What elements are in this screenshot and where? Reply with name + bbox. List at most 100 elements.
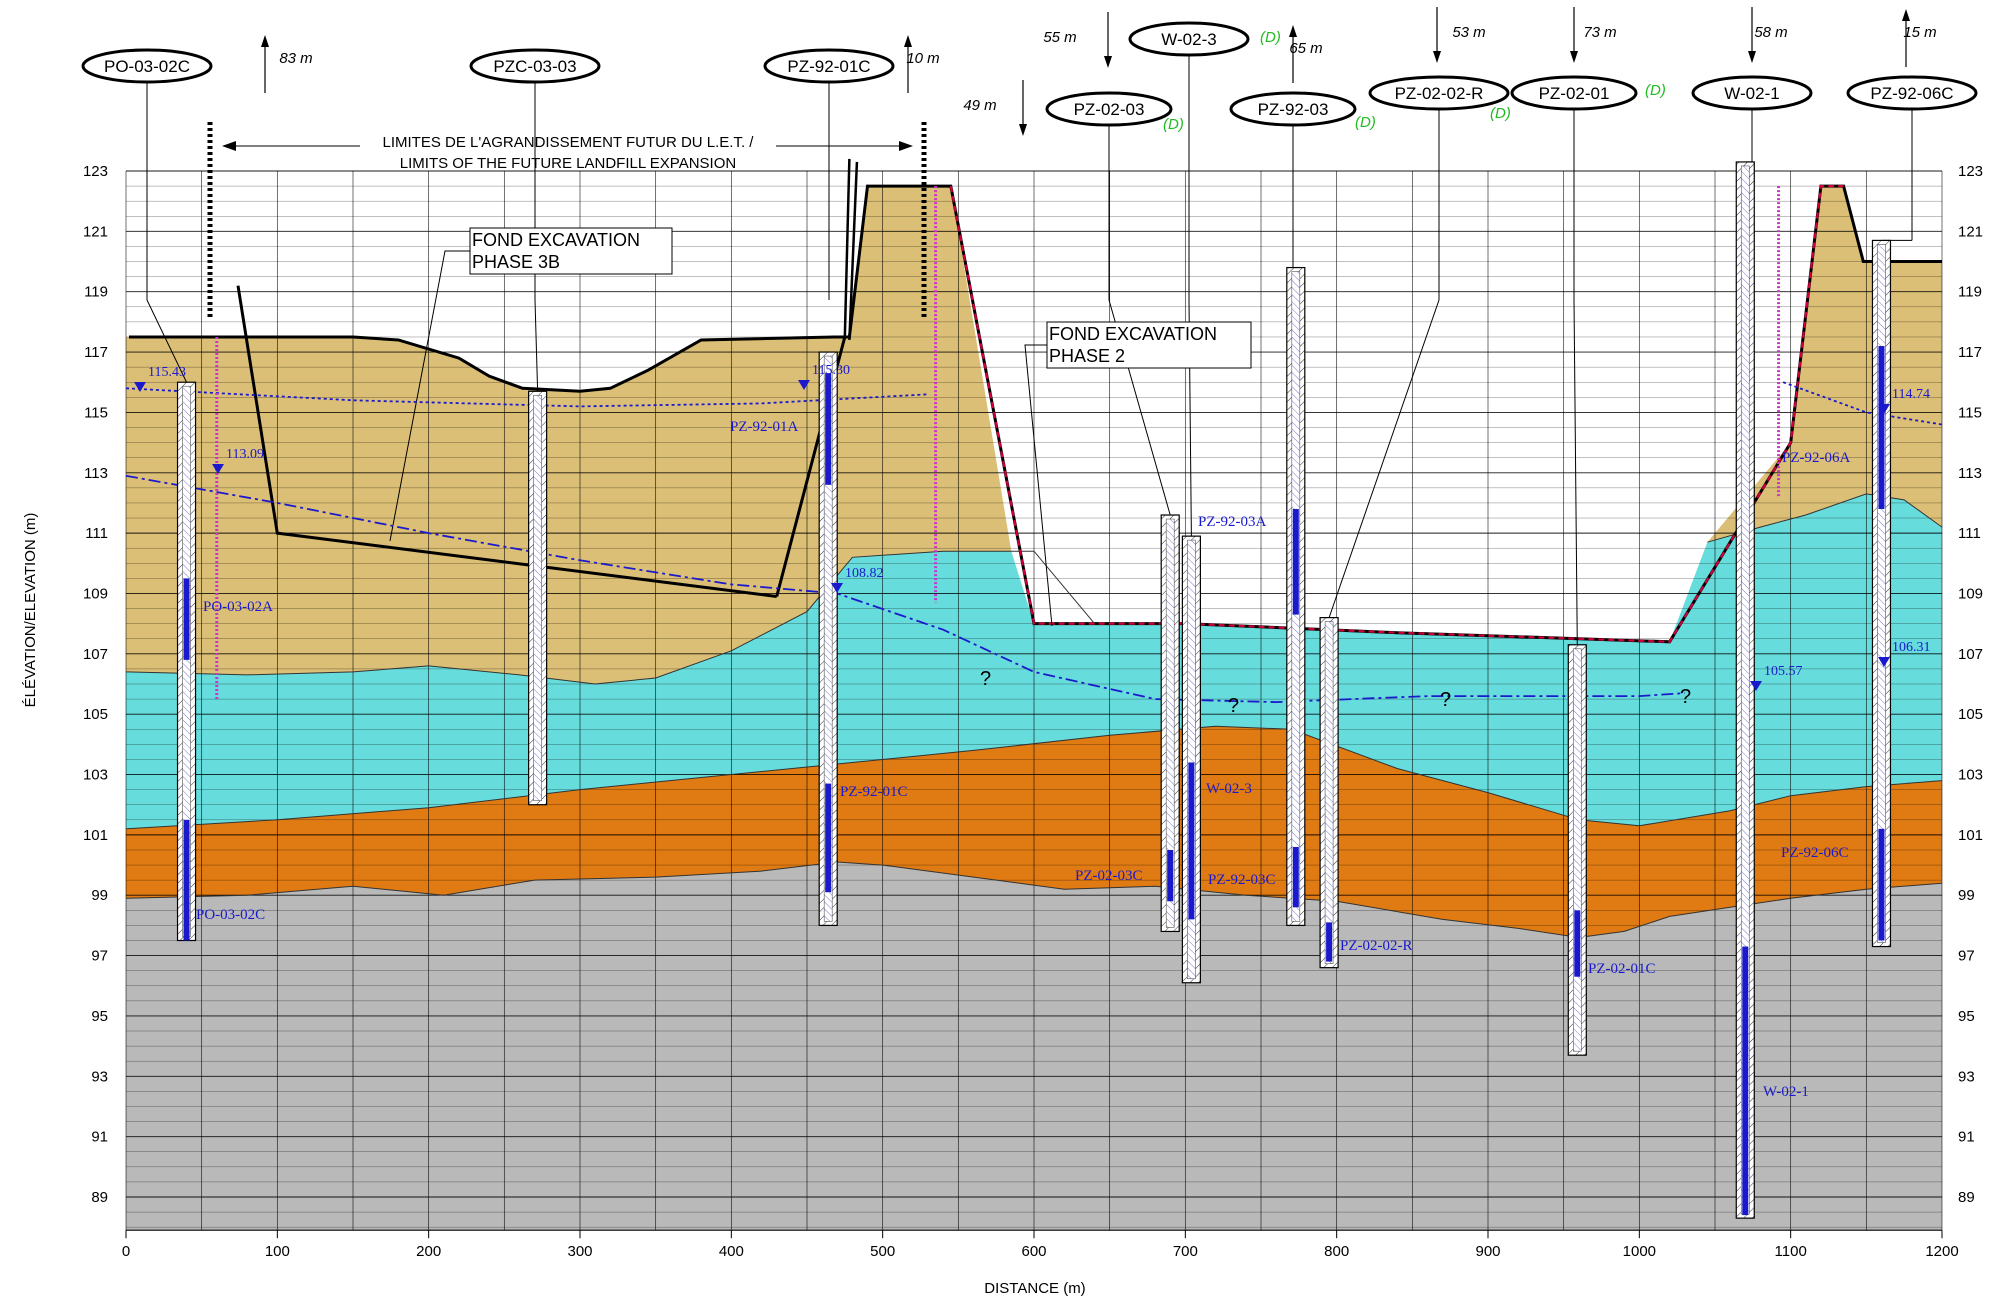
well-id-label: PZ-02-02-R [1395, 84, 1484, 103]
phase3b-excavation-line [236, 285, 777, 598]
y-tick-label: 103 [83, 767, 108, 784]
water-level-value: 115.30 [812, 363, 850, 378]
y-tick-label: 113 [84, 465, 108, 482]
screen-label: PZ-92-01C [840, 784, 908, 800]
y-tick-label: 109 [83, 585, 108, 602]
water-level-marker [1878, 404, 1890, 414]
x-tick-label: 1000 [1623, 1243, 1656, 1260]
y-tick-label: 93 [91, 1068, 108, 1085]
well-screen [1878, 346, 1885, 509]
well-id-label: W-02-3 [1161, 30, 1216, 49]
screen-label: PO-03-02C [196, 907, 265, 923]
y-tick-label: 111 [1958, 525, 1981, 542]
y-tick-label: 99 [91, 887, 108, 904]
offset-arrow [1104, 56, 1112, 68]
uncertain-mark: ? [980, 668, 991, 690]
well-screen [1292, 508, 1299, 615]
x-tick-label: 800 [1324, 1243, 1349, 1260]
y-tick-label: 99 [1958, 887, 1975, 904]
y-tick-label: 91 [1958, 1129, 1975, 1146]
water-level-value: 115.43 [148, 365, 186, 380]
well-id-ellipse [1368, 75, 1510, 111]
well-leader [1573, 299, 1578, 645]
y-tick-label: 105 [1958, 706, 1983, 723]
well-id-ellipse [1045, 91, 1173, 127]
offset-arrow [1570, 51, 1578, 63]
water-level-value: 114.74 [1892, 387, 1930, 402]
well-screen [1292, 846, 1299, 908]
phase3b-excavation-line [843, 158, 851, 338]
offset-arrow [1019, 124, 1027, 136]
screen-label: PZ-02-01C [1588, 961, 1656, 977]
phase2-note-line1: FOND EXCAVATION [1049, 324, 1217, 344]
well-id-label: PZC-03-03 [493, 57, 576, 76]
screen-label: W-02-3 [1206, 781, 1252, 797]
y-tick-label: 107 [1958, 646, 1983, 663]
grid [125, 170, 1943, 1231]
well-id-label: PZ-92-06C [1870, 84, 1953, 103]
limit-label-en: LIMITS OF THE FUTURE LANDFILL EXPANSION [400, 155, 736, 172]
well-screen [183, 578, 190, 660]
y-tick-label: 123 [83, 163, 108, 180]
screen-label: PZ-92-03C [1208, 872, 1276, 888]
x-tick-label: 600 [1021, 1243, 1046, 1260]
well-riser [1165, 518, 1175, 928]
y-tick-label: 93 [1958, 1068, 1975, 1085]
x-axis-label: DISTANCE (m) [984, 1280, 1085, 1297]
well-leader [534, 299, 539, 392]
y-tick-label: 121 [1958, 223, 1983, 240]
offset-arrow [261, 35, 269, 47]
phase3b-note-line2: PHASE 3B [472, 252, 560, 272]
axes: 0 100 200 300 400 500 600 700 800 900 1000 1100 1200… [83, 163, 1983, 1260]
phase3b-excavation-line [848, 161, 859, 341]
limit-label-fr: LIMITES DE L'AGRANDISSEMENT FUTUR DU L.E… [383, 134, 755, 151]
well-screen [1742, 946, 1749, 1216]
water-level-marker [134, 382, 146, 392]
future-limit-line [949, 185, 1844, 643]
y-tick-label: 113 [1958, 465, 1982, 482]
well-id-ellipse [81, 48, 213, 84]
x-tick-label: 0 [122, 1243, 130, 1260]
y-tick-label: 109 [1958, 585, 1983, 602]
offset-distance: 65 m [1289, 40, 1322, 57]
y-tick-label: 89 [1958, 1189, 1975, 1206]
water-level-marker [831, 583, 843, 593]
well-id-ellipse [469, 48, 601, 84]
water-level-value: 108.82 [845, 566, 884, 581]
y-tick-label: 123 [1958, 163, 1983, 180]
y-tick-label: 105 [83, 706, 108, 723]
y-tick-label: 121 [83, 223, 108, 240]
well-screen [1167, 849, 1174, 902]
well-id-ellipse [1846, 75, 1978, 111]
well-screen [825, 783, 832, 893]
uncertain-mark: ? [1228, 695, 1239, 717]
offset-distance: 58 m [1754, 24, 1787, 41]
y-tick-label: 95 [1958, 1008, 1975, 1025]
phase2-note-box [1046, 321, 1252, 369]
offset-arrow [1289, 25, 1297, 37]
dup-mark: (D) [1645, 82, 1666, 99]
well-screen [1326, 922, 1333, 962]
y-tick-label: 107 [83, 646, 108, 663]
well-leader [146, 299, 187, 383]
screen-label: PZ-02-02-R [1340, 938, 1413, 954]
x-tick-label: 300 [567, 1243, 592, 1260]
uncertain-mark: ? [1440, 689, 1451, 711]
phase3b-note-box [469, 227, 673, 275]
y-tick-label: 119 [84, 284, 108, 301]
header-annotations: PO-03-02C PZC-03-03 PZ-92-01C W-02-3 PZ-02-0… [81, 7, 1978, 318]
dup-mark: (D) [1355, 114, 1376, 131]
screen-label: PZ-92-06C [1781, 845, 1849, 861]
screen-label: PO-03-02A [203, 599, 273, 615]
screen-label: PZ-92-03A [1198, 514, 1266, 530]
y-tick-label: 111 [85, 525, 108, 542]
x-tick-label: 100 [265, 1243, 290, 1260]
y-tick-label: 115 [84, 404, 108, 421]
dup-mark: (D) [1490, 105, 1511, 122]
y-tick-label: 95 [91, 1008, 108, 1025]
well-screen [183, 819, 190, 941]
sand-layer [126, 186, 1012, 684]
screen-label: PZ-02-03C [1075, 868, 1143, 884]
contact-line [125, 861, 1943, 939]
well-id-label: PZ-92-03 [1258, 100, 1329, 119]
